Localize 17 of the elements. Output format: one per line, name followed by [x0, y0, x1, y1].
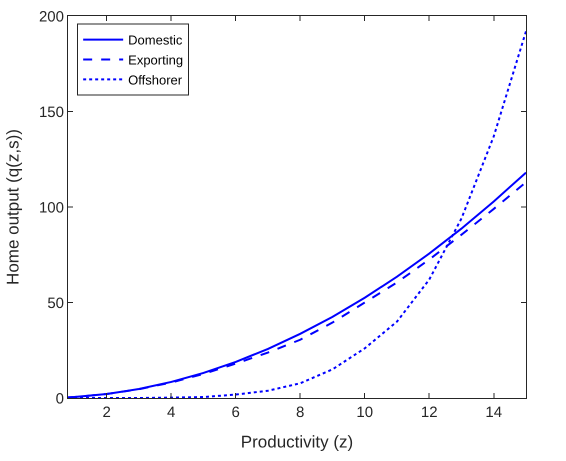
y-tick-label: 100 — [38, 199, 64, 216]
y-tick-label: 150 — [38, 104, 64, 121]
y-tick-label: 50 — [47, 294, 64, 312]
y-tick-label: 0 — [56, 390, 64, 408]
legend-label: Exporting — [128, 52, 184, 68]
x-tick-label: 12 — [420, 404, 438, 421]
x-tick-label: 8 — [296, 404, 304, 421]
legend-label: Offshorer — [128, 72, 183, 88]
x-tick-label: 2 — [102, 404, 111, 421]
x-axis-title: Productivity (z) — [240, 432, 354, 452]
x-tick-label: 6 — [232, 404, 240, 421]
y-axis-title: Home output (q(z,s)) — [4, 129, 23, 285]
legend-label: Domestic — [128, 32, 183, 48]
x-tick-label: 10 — [356, 404, 374, 421]
y-tick-label: 200 — [38, 8, 64, 26]
x-tick-label: 4 — [167, 404, 176, 421]
x-tick-label: 14 — [485, 404, 502, 421]
